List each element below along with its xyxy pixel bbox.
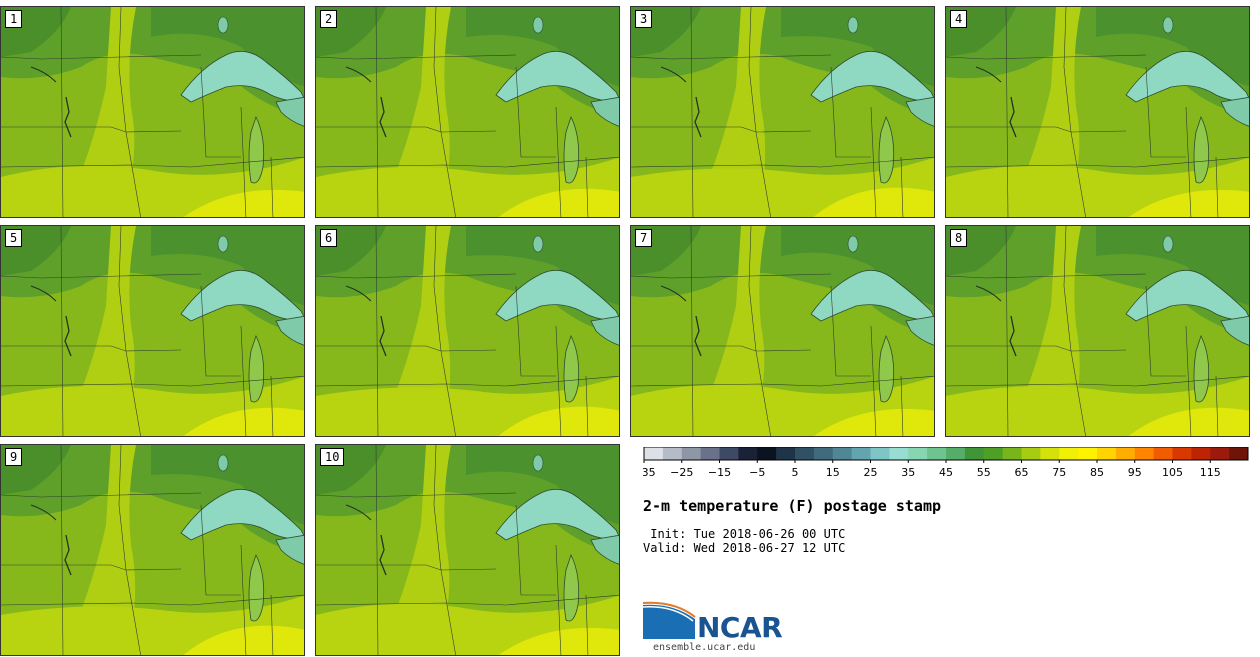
temperature-map <box>946 7 1249 217</box>
colorbar-swatch <box>832 447 853 460</box>
colorbar-swatch <box>700 447 720 460</box>
member-panel-2: 2 <box>315 6 620 218</box>
colorbar-swatch <box>1172 447 1192 460</box>
ncar-logo-icon <box>643 601 696 639</box>
plot-title: 2-m temperature (F) postage stamp <box>643 497 942 515</box>
colorbar-swatch <box>908 447 928 460</box>
temperature-colorbar: −35 −25 −15 −5 5 15 25 35 45 55 65 75 85 95 105 115 <box>643 447 1249 479</box>
member-number: 3 <box>635 10 653 28</box>
colorbar-tick-label: 25 <box>864 466 878 479</box>
colorbar-swatch <box>738 447 758 460</box>
member-panel-1: 1 <box>0 6 305 218</box>
valid-time: Valid: Wed 2018-06-27 12 UTC <box>643 541 846 555</box>
colorbar-swatch <box>1134 447 1155 460</box>
colorbar-tick-label: 35 <box>901 466 915 479</box>
colorbar-tick-label: 55 <box>977 466 991 479</box>
colorbar-swatch <box>757 447 777 460</box>
member-panel-5: 5 <box>0 225 305 437</box>
colorbar-tick-label: 75 <box>1052 466 1066 479</box>
logo-url: ensemble.ucar.edu <box>653 642 756 653</box>
member-number: 2 <box>320 10 338 28</box>
temperature-map <box>1 7 304 217</box>
temperature-map <box>946 226 1249 436</box>
temperature-map <box>1 445 304 655</box>
colorbar-tick-label: 15 <box>826 466 840 479</box>
colorbar-tick-label: 65 <box>1015 466 1029 479</box>
colorbar-tick-label: 115 <box>1200 466 1221 479</box>
member-panel-3: 3 <box>630 6 935 218</box>
colorbar-swatch <box>1210 447 1230 460</box>
member-panel-4: 4 <box>945 6 1250 218</box>
colorbar-swatch <box>927 447 947 460</box>
member-number: 1 <box>5 10 23 28</box>
colorbar-swatch <box>1002 447 1022 460</box>
member-panel-9: 9 <box>0 444 305 656</box>
colorbar-swatch <box>1191 447 1211 460</box>
temperature-map <box>631 226 934 436</box>
colorbar-tick-label: 5 <box>792 466 799 479</box>
colorbar-swatch <box>813 447 834 460</box>
colorbar-swatch <box>795 447 815 460</box>
colorbar-tick-label: 45 <box>939 466 953 479</box>
colorbar-swatch <box>719 447 739 460</box>
colorbar-swatch <box>1059 447 1079 460</box>
member-panel-6: 6 <box>315 225 620 437</box>
colorbar-swatch <box>851 447 871 460</box>
colorbar-swatch <box>1097 447 1117 460</box>
colorbar-tick-label: −35 <box>643 466 656 479</box>
colorbar-swatch <box>964 447 985 460</box>
temperature-map <box>316 445 619 655</box>
colorbar-swatch <box>889 447 909 460</box>
temperature-map <box>631 7 934 217</box>
temperature-map <box>1 226 304 436</box>
colorbar-swatch <box>983 447 1004 460</box>
colorbar-tick-label: −25 <box>670 466 693 479</box>
colorbar-swatch <box>1153 447 1173 460</box>
colorbar-tick-label: −5 <box>749 466 765 479</box>
colorbar-swatch <box>1229 447 1249 460</box>
member-panel-8: 8 <box>945 225 1250 437</box>
ncar-logo-text: NCAR <box>697 611 783 644</box>
colorbar-swatch <box>946 447 966 460</box>
colorbar-swatch <box>1040 447 1060 460</box>
member-number: 6 <box>320 229 338 247</box>
member-number: 4 <box>950 10 968 28</box>
member-panel-7: 7 <box>630 225 935 437</box>
member-number: 10 <box>320 448 345 466</box>
colorbar-swatch <box>1078 447 1098 460</box>
temperature-map <box>316 226 619 436</box>
member-number: 7 <box>635 229 653 247</box>
colorbar-swatch <box>644 447 664 460</box>
member-panel-10: 10 <box>315 444 620 656</box>
colorbar-swatch <box>662 447 683 460</box>
init-time: Init: Tue 2018-06-26 00 UTC <box>643 527 846 541</box>
colorbar-swatch <box>1021 447 1041 460</box>
member-number: 9 <box>5 448 23 466</box>
colorbar-tick-label: 85 <box>1090 466 1104 479</box>
member-number: 8 <box>950 229 968 247</box>
member-number: 5 <box>5 229 23 247</box>
colorbar-tick-label: 105 <box>1162 466 1183 479</box>
colorbar-swatch <box>681 447 702 460</box>
colorbar-tick-label: −15 <box>708 466 731 479</box>
colorbar-swatch <box>1115 447 1136 460</box>
colorbar-swatch <box>776 447 796 460</box>
colorbar-swatch <box>870 447 890 460</box>
colorbar-tick-label: 95 <box>1128 466 1142 479</box>
temperature-map <box>316 7 619 217</box>
